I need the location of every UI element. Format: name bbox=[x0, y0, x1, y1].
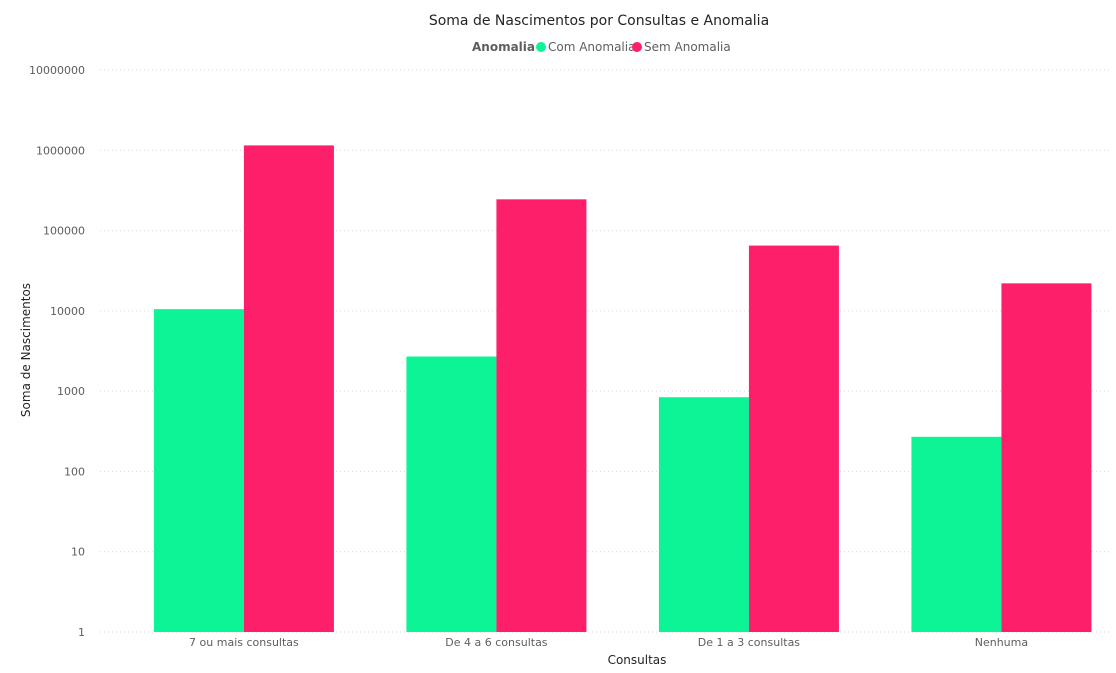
y-tick-label: 100 bbox=[64, 465, 85, 478]
bars bbox=[154, 145, 1092, 632]
y-tick-label: 10000 bbox=[50, 305, 85, 318]
x-tick-label: De 4 a 6 consultas bbox=[445, 636, 548, 649]
bar-sem-anomalia[interactable] bbox=[496, 199, 586, 632]
y-tick-label: 10 bbox=[71, 546, 85, 559]
legend-marker bbox=[632, 42, 642, 52]
y-axis-ticks: 1 10 100 1000 10000 100000 1000000 10000000 bbox=[29, 64, 85, 639]
x-axis-title: Consultas bbox=[608, 653, 667, 667]
x-tick-label: 7 ou mais consultas bbox=[189, 636, 299, 649]
y-tick-label: 1000 bbox=[57, 385, 85, 398]
legend-label: Sem Anomalia bbox=[644, 40, 731, 54]
bar-com-anomalia[interactable] bbox=[406, 357, 496, 632]
legend-label: Com Anomalia bbox=[548, 40, 635, 54]
y-tick-label: 1 bbox=[78, 626, 85, 639]
y-axis-title: Soma de Nascimentos bbox=[19, 283, 33, 417]
legend: Anomalia Com Anomalia Sem Anomalia bbox=[472, 40, 731, 54]
bar-sem-anomalia[interactable] bbox=[244, 145, 334, 632]
legend-title: Anomalia bbox=[472, 40, 535, 54]
y-tick-label: 100000 bbox=[43, 225, 85, 238]
bar-com-anomalia[interactable] bbox=[911, 437, 1001, 632]
legend-marker bbox=[536, 42, 546, 52]
legend-item-com-anomalia[interactable]: Com Anomalia bbox=[536, 40, 635, 54]
y-tick-label: 10000000 bbox=[29, 64, 85, 77]
bar-com-anomalia[interactable] bbox=[154, 309, 244, 632]
chart-title: Soma de Nascimentos por Consultas e Anom… bbox=[429, 13, 769, 29]
bar-com-anomalia[interactable] bbox=[659, 397, 749, 632]
x-tick-label: De 1 a 3 consultas bbox=[698, 636, 801, 649]
legend-item-sem-anomalia[interactable]: Sem Anomalia bbox=[632, 40, 731, 54]
y-tick-label: 1000000 bbox=[36, 144, 85, 157]
bar-sem-anomalia[interactable] bbox=[1001, 283, 1091, 632]
bar-sem-anomalia[interactable] bbox=[749, 246, 839, 632]
x-tick-label: Nenhuma bbox=[975, 636, 1028, 649]
x-axis-ticks: 7 ou mais consultas De 4 a 6 consultas De … bbox=[189, 636, 1028, 649]
